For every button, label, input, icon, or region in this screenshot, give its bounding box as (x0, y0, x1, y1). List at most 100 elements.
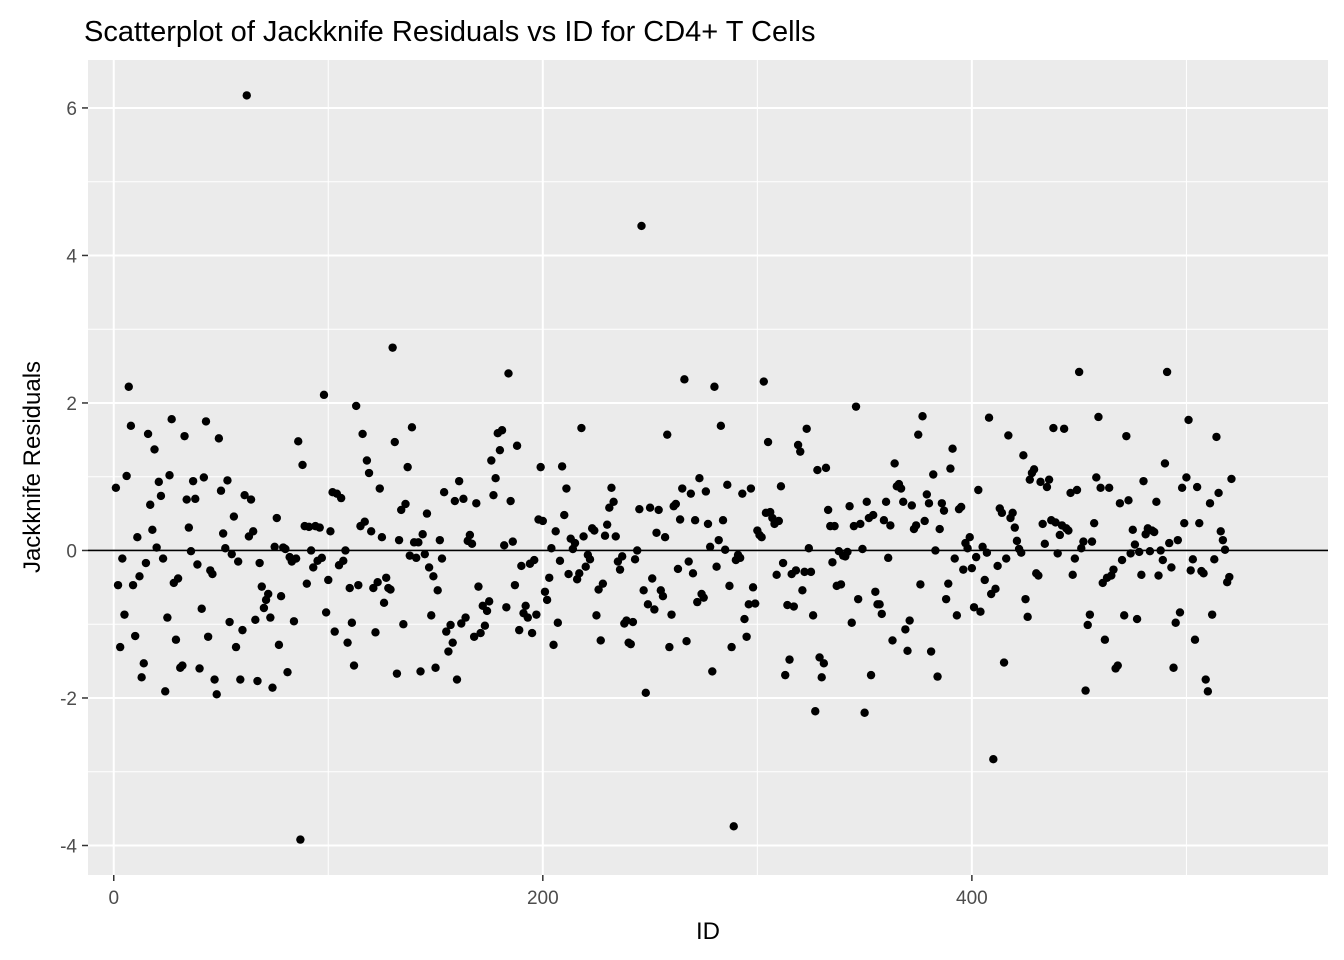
data-point (628, 617, 638, 627)
data-point (1171, 618, 1180, 627)
data-point (974, 485, 983, 495)
data-point (1029, 465, 1039, 474)
data-point (757, 532, 766, 542)
data-point (639, 586, 648, 595)
data-point (875, 600, 884, 609)
data-point (1066, 488, 1075, 498)
data-point (553, 618, 563, 627)
data-point (978, 542, 987, 551)
data-point (738, 489, 747, 498)
data-point (899, 497, 908, 506)
data-point (214, 434, 224, 443)
data-point (281, 544, 290, 554)
data-point (309, 563, 318, 572)
data-point (364, 468, 374, 478)
data-point (467, 539, 477, 549)
data-point (545, 573, 554, 582)
data-point (665, 642, 674, 652)
data-point (336, 493, 346, 503)
data-point (504, 369, 513, 378)
data-point (1152, 497, 1161, 506)
data-point (637, 221, 646, 231)
data-point (178, 661, 187, 670)
data-point (221, 544, 230, 553)
data-point (658, 592, 668, 601)
data-point (939, 506, 949, 515)
data-point (1167, 563, 1176, 572)
data-point (124, 382, 133, 391)
y-tick-label: -4 (60, 836, 77, 857)
data-point (130, 631, 140, 641)
data-point (575, 569, 584, 578)
data-point (643, 600, 653, 609)
data-point (319, 390, 329, 400)
data-point (699, 593, 708, 602)
data-point (705, 542, 715, 551)
data-point (830, 521, 839, 531)
data-point (137, 673, 146, 682)
data-point (139, 659, 148, 668)
data-point (489, 490, 498, 500)
data-point (1169, 663, 1178, 672)
data-point (813, 465, 822, 475)
data-point (143, 429, 153, 439)
data-point (609, 497, 618, 506)
data-point (223, 476, 232, 485)
data-point (804, 544, 814, 553)
data-point (156, 491, 166, 501)
data-point (1042, 482, 1052, 492)
data-point (622, 616, 631, 625)
data-point (392, 669, 402, 678)
data-point (847, 618, 856, 627)
data-point (397, 505, 406, 515)
data-point (1053, 549, 1062, 558)
data-point (991, 584, 1000, 594)
data-point (600, 531, 610, 540)
data-point (888, 636, 897, 645)
data-point (128, 580, 138, 590)
data-point (146, 500, 155, 509)
data-point (180, 431, 189, 441)
data-point (416, 667, 425, 676)
x-axis-title: ID (696, 918, 720, 945)
data-point (379, 598, 389, 608)
data-point (849, 521, 859, 531)
data-point (663, 430, 672, 439)
data-point (1070, 554, 1080, 563)
data-point (821, 463, 831, 473)
data-point (1010, 523, 1019, 532)
data-point (240, 490, 249, 500)
data-point (703, 519, 713, 529)
data-point (914, 430, 923, 439)
data-point (382, 573, 391, 582)
data-point (1040, 539, 1050, 549)
x-axis: 0 200 400 (108, 875, 988, 909)
data-point (326, 527, 335, 536)
data-point (184, 523, 194, 532)
data-point (594, 585, 603, 594)
data-point (401, 499, 410, 509)
data-point (111, 483, 121, 492)
data-point (1154, 571, 1163, 580)
data-point (856, 519, 865, 529)
data-point (283, 667, 292, 677)
data-point (487, 456, 496, 465)
data-point (171, 635, 181, 644)
data-point (1158, 555, 1168, 565)
y-tick-label: 4 (66, 246, 77, 267)
data-point (1199, 569, 1208, 578)
data-point (1051, 518, 1060, 527)
data-point (862, 497, 871, 506)
data-point (793, 440, 803, 450)
data-point (1087, 537, 1097, 546)
data-point (354, 580, 363, 590)
data-point (1021, 594, 1030, 604)
data-point (1225, 572, 1234, 582)
data-point (133, 532, 142, 542)
data-point (1081, 686, 1090, 695)
data-point (903, 646, 912, 655)
y-axis: -4 -2 0 2 4 6 (60, 99, 88, 857)
data-point (1017, 548, 1026, 557)
data-point (1160, 459, 1170, 468)
data-point (598, 579, 608, 588)
